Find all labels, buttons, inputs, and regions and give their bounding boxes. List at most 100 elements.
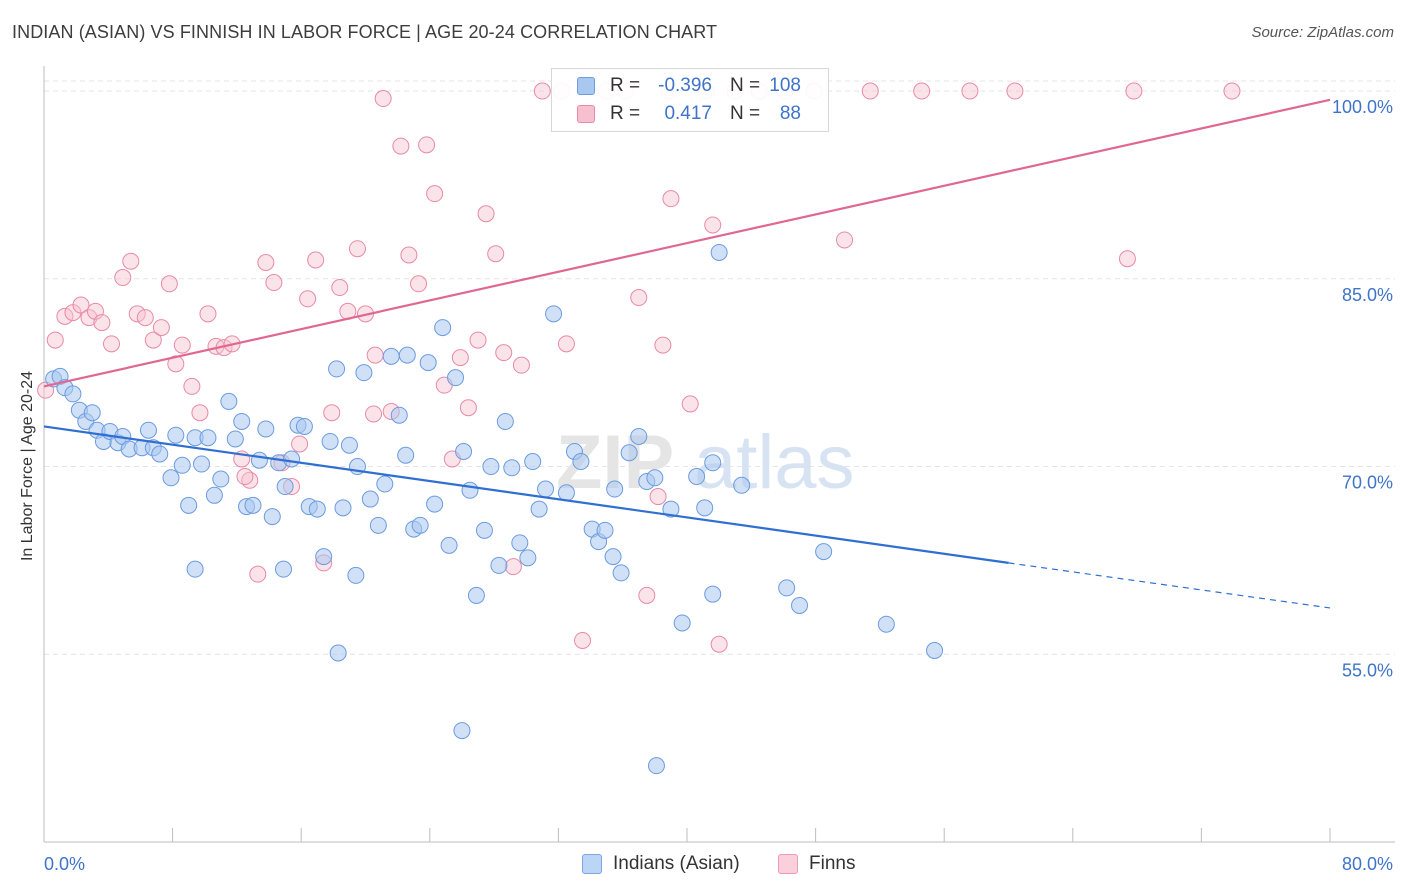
finns-point	[426, 185, 444, 203]
indians-asian-point	[475, 521, 493, 539]
indians-asian-point	[733, 476, 751, 494]
indians-asian-point	[606, 480, 624, 498]
indians-asian-point	[496, 412, 514, 430]
finns-point	[152, 319, 170, 337]
indians-asian-point	[604, 548, 622, 566]
finns-point	[649, 488, 667, 506]
legend-r-value: -0.396	[658, 75, 712, 96]
legend-r-label: R =	[610, 75, 641, 96]
finns-point	[299, 290, 317, 308]
legend-n-value: 108	[769, 75, 801, 96]
indians-asian-point	[250, 451, 268, 469]
indians-asian-point	[355, 364, 373, 382]
finns-point	[80, 309, 98, 327]
indians-asian-point	[426, 495, 444, 513]
finns-point	[365, 405, 383, 423]
finns-point	[638, 586, 656, 604]
indians-asian-point	[467, 586, 485, 604]
indians-asian-point	[511, 534, 529, 552]
finns-point	[173, 336, 191, 354]
indians-asian-point	[308, 500, 326, 518]
chart-title: INDIAN (ASIAN) VS FINNISH IN LABOR FORCE…	[12, 22, 718, 42]
indians-asian-point	[620, 444, 638, 462]
indians-asian-point	[193, 455, 211, 473]
indians-asian-point	[704, 454, 722, 472]
legend-r-label: R =	[610, 103, 641, 124]
source-credit: Source: ZipAtlas.com	[1251, 24, 1394, 41]
y-tick-label: 100.0%	[1332, 97, 1393, 117]
indians-asian-point	[440, 536, 458, 554]
indians-asian-point	[545, 305, 563, 323]
indians-asian-point	[180, 496, 198, 514]
indians-asian-point	[447, 369, 465, 387]
indians-asian-point	[815, 543, 833, 561]
indians-asian-trend-extension	[1008, 562, 1331, 609]
indians-asian-point	[519, 549, 537, 567]
indians-asian-point	[537, 480, 555, 498]
indians-asian-point	[673, 614, 691, 632]
finns-point	[183, 377, 201, 395]
finns-point	[704, 216, 722, 234]
indians-asian-point	[630, 427, 648, 445]
indians-asian-point	[167, 426, 185, 444]
indians-asian-point	[361, 490, 379, 508]
legend-label-finns: Finns	[809, 853, 856, 874]
indians-asian-point	[877, 615, 895, 633]
indians-asian-point	[276, 478, 294, 496]
indians-asian-point	[612, 564, 630, 582]
finns-point	[410, 275, 428, 293]
finns-point	[512, 356, 530, 374]
legend-swatch-pink	[778, 854, 798, 874]
legend-swatch-pink	[577, 105, 595, 123]
legend-label-indians: Indians (Asian)	[613, 853, 740, 874]
indians-asian-point	[139, 421, 157, 439]
series-legend: Indians (Asian) Finns	[0, 851, 1406, 877]
finns-point	[861, 82, 879, 100]
finns-point	[128, 305, 146, 323]
finns-point	[265, 274, 283, 292]
indians-asian-point	[334, 499, 352, 517]
indians-asian-point	[453, 722, 471, 740]
finns-point	[392, 137, 410, 155]
indians-asian-point	[926, 642, 944, 660]
finns-point	[710, 635, 728, 653]
indians-asian-trend-line	[43, 425, 1009, 564]
finns-point	[366, 346, 384, 364]
indians-asian-points	[45, 243, 944, 775]
indians-asian-point	[382, 347, 400, 365]
finns-point	[574, 631, 592, 649]
indians-asian-point	[315, 548, 333, 566]
indians-asian-point	[199, 429, 217, 447]
indians-asian-point	[530, 500, 548, 518]
finns-point	[348, 240, 366, 258]
finns-point	[1223, 82, 1241, 100]
finns-point	[307, 251, 325, 269]
indians-asian-point	[329, 644, 347, 662]
indians-asian-point	[778, 579, 796, 597]
indians-asian-point	[212, 470, 230, 488]
y-tick-label: 85.0%	[1342, 285, 1393, 305]
finns-point	[630, 289, 648, 307]
finns-point	[291, 435, 309, 453]
indians-asian-point	[151, 445, 169, 463]
finns-point	[136, 309, 154, 327]
indians-asian-point	[369, 516, 387, 534]
indians-asian-point	[572, 453, 590, 471]
indians-asian-point	[662, 500, 680, 518]
axes	[43, 66, 1395, 843]
finns-point	[46, 331, 64, 349]
finns-point	[1118, 250, 1136, 268]
finns-point	[418, 136, 436, 154]
indians-asian-point	[710, 243, 728, 261]
indians-asian-point	[557, 484, 575, 502]
x-tick-label: 80.0%	[1342, 854, 1393, 874]
indians-asian-point	[328, 360, 346, 378]
finns-point	[72, 296, 90, 314]
indians-asian-point	[321, 432, 339, 450]
finns-point	[199, 305, 217, 323]
indians-asian-point	[220, 392, 238, 410]
legend-n-label: N =	[730, 75, 761, 96]
y-tick-label: 55.0%	[1342, 660, 1393, 680]
indians-asian-point	[257, 420, 275, 438]
